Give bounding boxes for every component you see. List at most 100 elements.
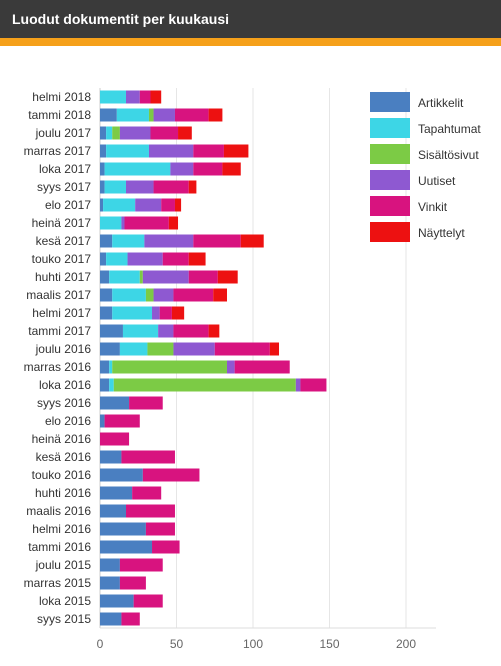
bar-segment-artikkelit[interactable]	[100, 306, 113, 320]
bar-segment-uutiset[interactable]	[226, 360, 235, 374]
bar-segment-tapahtumat[interactable]	[106, 252, 128, 266]
bar-segment-artikkelit[interactable]	[100, 486, 133, 500]
bar-segment-tapahtumat[interactable]	[100, 90, 127, 104]
bar-segment-uutiset[interactable]	[126, 180, 154, 194]
bar-segment-vinkit[interactable]	[142, 468, 200, 482]
bar-segment-tapahtumat[interactable]	[116, 108, 149, 122]
bar-segment-vinkit[interactable]	[139, 90, 151, 104]
bar-segment-uutiset[interactable]	[142, 270, 189, 284]
bar-segment-artikkelit[interactable]	[100, 252, 107, 266]
bar-segment-uutiset[interactable]	[295, 378, 301, 392]
bar-segment-tapahtumat[interactable]	[122, 324, 159, 338]
bar-segment-vinkit[interactable]	[152, 540, 180, 554]
bar-segment-sis-lt-sivut[interactable]	[148, 108, 154, 122]
bar-segment-vinkit[interactable]	[234, 360, 290, 374]
bar-segment-tapahtumat[interactable]	[100, 216, 122, 230]
bar-segment-n-yttelyt[interactable]	[217, 270, 238, 284]
bar-segment-sis-lt-sivut[interactable]	[112, 126, 120, 140]
bar-segment-n-yttelyt[interactable]	[222, 162, 241, 176]
bar-segment-artikkelit[interactable]	[100, 144, 107, 158]
bar-segment-tapahtumat[interactable]	[103, 198, 136, 212]
bar-segment-vinkit[interactable]	[150, 126, 179, 140]
bar-segment-vinkit[interactable]	[300, 378, 327, 392]
bar-segment-vinkit[interactable]	[119, 576, 146, 590]
bar-segment-n-yttelyt[interactable]	[269, 342, 280, 356]
bar-segment-tapahtumat[interactable]	[109, 270, 140, 284]
bar-segment-tapahtumat[interactable]	[104, 162, 171, 176]
bar-segment-artikkelit[interactable]	[100, 468, 143, 482]
bar-segment-vinkit[interactable]	[214, 342, 270, 356]
bar-segment-sis-lt-sivut[interactable]	[139, 270, 143, 284]
bar-segment-n-yttelyt[interactable]	[188, 252, 206, 266]
bar-segment-uutiset[interactable]	[126, 90, 140, 104]
bar-segment-n-yttelyt[interactable]	[223, 144, 249, 158]
bar-segment-artikkelit[interactable]	[100, 414, 105, 428]
bar-segment-vinkit[interactable]	[193, 234, 241, 248]
bar-segment-n-yttelyt[interactable]	[171, 306, 185, 320]
bar-segment-sis-lt-sivut[interactable]	[112, 360, 227, 374]
bar-segment-vinkit[interactable]	[126, 504, 175, 518]
bar-segment-vinkit[interactable]	[132, 486, 162, 500]
bar-segment-artikkelit[interactable]	[100, 126, 107, 140]
bar-segment-uutiset[interactable]	[158, 324, 174, 338]
bar-segment-vinkit[interactable]	[162, 252, 189, 266]
bar-segment-vinkit[interactable]	[174, 108, 209, 122]
bar-segment-n-yttelyt[interactable]	[208, 108, 223, 122]
bar-segment-artikkelit[interactable]	[100, 180, 105, 194]
bar-segment-n-yttelyt[interactable]	[213, 288, 227, 302]
bar-segment-n-yttelyt[interactable]	[150, 90, 162, 104]
bar-segment-artikkelit[interactable]	[100, 342, 120, 356]
bar-segment-tapahtumat[interactable]	[119, 342, 148, 356]
bar-segment-vinkit[interactable]	[133, 594, 163, 608]
bar-segment-tapahtumat[interactable]	[109, 360, 113, 374]
bar-segment-tapahtumat[interactable]	[112, 288, 146, 302]
bar-segment-uutiset[interactable]	[153, 108, 175, 122]
bar-segment-vinkit[interactable]	[129, 396, 163, 410]
bar-segment-uutiset[interactable]	[121, 216, 125, 230]
bar-segment-artikkelit[interactable]	[100, 522, 146, 536]
bar-segment-n-yttelyt[interactable]	[168, 216, 179, 230]
bar-segment-uutiset[interactable]	[152, 306, 160, 320]
bar-segment-vinkit[interactable]	[104, 414, 140, 428]
bar-segment-artikkelit[interactable]	[100, 378, 110, 392]
bar-segment-n-yttelyt[interactable]	[188, 180, 197, 194]
bar-segment-artikkelit[interactable]	[100, 270, 110, 284]
bar-segment-vinkit[interactable]	[124, 216, 169, 230]
bar-segment-uutiset[interactable]	[135, 198, 162, 212]
bar-segment-vinkit[interactable]	[173, 288, 214, 302]
bar-segment-n-yttelyt[interactable]	[178, 126, 192, 140]
bar-segment-artikkelit[interactable]	[100, 324, 123, 338]
bar-segment-tapahtumat[interactable]	[109, 378, 114, 392]
bar-segment-uutiset[interactable]	[153, 288, 174, 302]
bar-segment-vinkit[interactable]	[121, 450, 175, 464]
bar-segment-artikkelit[interactable]	[100, 108, 117, 122]
bar-segment-artikkelit[interactable]	[100, 576, 120, 590]
bar-segment-vinkit[interactable]	[173, 324, 209, 338]
bar-segment-vinkit[interactable]	[121, 612, 140, 626]
bar-segment-vinkit[interactable]	[153, 180, 189, 194]
bar-segment-n-yttelyt[interactable]	[208, 324, 220, 338]
bar-segment-sis-lt-sivut[interactable]	[113, 378, 296, 392]
bar-segment-tapahtumat[interactable]	[112, 306, 153, 320]
bar-segment-sis-lt-sivut[interactable]	[147, 342, 174, 356]
bar-segment-artikkelit[interactable]	[100, 558, 120, 572]
bar-segment-artikkelit[interactable]	[100, 594, 134, 608]
bar-segment-vinkit[interactable]	[188, 270, 218, 284]
bar-segment-vinkit[interactable]	[193, 144, 224, 158]
bar-segment-artikkelit[interactable]	[100, 504, 127, 518]
bar-segment-artikkelit[interactable]	[100, 612, 122, 626]
bar-segment-vinkit[interactable]	[145, 522, 175, 536]
bar-segment-tapahtumat[interactable]	[106, 144, 149, 158]
bar-segment-n-yttelyt[interactable]	[174, 198, 182, 212]
bar-segment-uutiset[interactable]	[173, 342, 215, 356]
bar-segment-artikkelit[interactable]	[100, 288, 113, 302]
bar-segment-tapahtumat[interactable]	[112, 234, 145, 248]
bar-segment-artikkelit[interactable]	[100, 540, 153, 554]
bar-segment-artikkelit[interactable]	[100, 450, 122, 464]
bar-segment-artikkelit[interactable]	[100, 396, 130, 410]
bar-segment-uutiset[interactable]	[170, 162, 194, 176]
bar-segment-artikkelit[interactable]	[100, 234, 113, 248]
bar-segment-vinkit[interactable]	[159, 306, 172, 320]
bar-segment-vinkit[interactable]	[100, 432, 130, 446]
bar-segment-artikkelit[interactable]	[100, 360, 110, 374]
